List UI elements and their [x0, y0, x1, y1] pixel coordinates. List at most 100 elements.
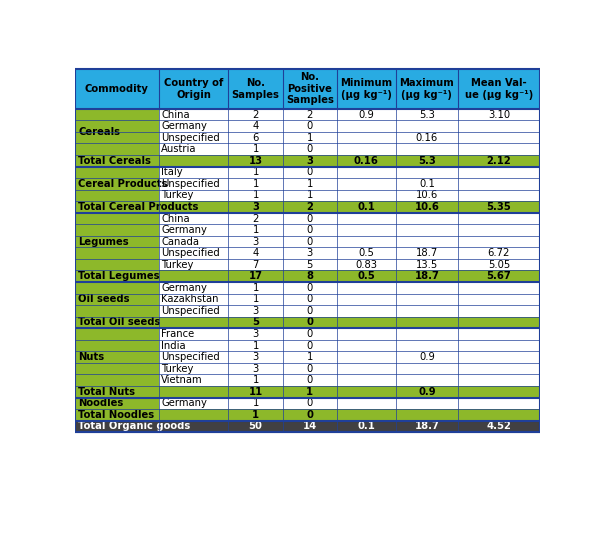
Text: 0.5: 0.5: [358, 248, 374, 258]
Text: 18.7: 18.7: [415, 422, 439, 431]
Text: 3.10: 3.10: [488, 110, 510, 119]
Bar: [158, 166, 540, 178]
Text: 1: 1: [307, 179, 313, 189]
Text: 14: 14: [303, 422, 317, 431]
Text: Total Organic goods: Total Organic goods: [78, 422, 190, 431]
Text: China: China: [161, 110, 190, 119]
Text: 3: 3: [253, 329, 259, 339]
Bar: [158, 351, 540, 363]
Bar: [75, 317, 540, 328]
Text: 8: 8: [307, 271, 313, 281]
Text: Minimum
(μg kg⁻¹): Minimum (μg kg⁻¹): [340, 78, 392, 100]
Text: 5.35: 5.35: [487, 202, 511, 212]
Bar: [75, 213, 158, 270]
Text: 2: 2: [253, 213, 259, 223]
Text: 11: 11: [248, 387, 263, 396]
Text: 3: 3: [307, 248, 313, 258]
Bar: [158, 305, 540, 317]
Bar: [75, 109, 158, 155]
Text: Unspecified: Unspecified: [161, 248, 220, 258]
Text: Total Legumes: Total Legumes: [78, 271, 160, 281]
Text: Nuts: Nuts: [78, 352, 104, 362]
Bar: [158, 225, 540, 236]
Text: Legumes: Legumes: [78, 237, 129, 246]
Bar: [158, 143, 540, 155]
Text: Unspecified: Unspecified: [161, 133, 220, 143]
Bar: [75, 398, 158, 409]
Text: 1: 1: [253, 340, 259, 351]
Text: Turkey: Turkey: [161, 260, 193, 270]
Text: 3: 3: [253, 306, 259, 316]
Bar: [158, 132, 540, 143]
Text: 0: 0: [307, 121, 313, 131]
Bar: [158, 213, 540, 224]
Text: 50: 50: [248, 422, 263, 431]
Text: 0: 0: [307, 237, 313, 246]
Text: 5: 5: [252, 318, 259, 328]
Bar: [158, 328, 540, 340]
Text: 3: 3: [253, 363, 259, 374]
Bar: [158, 363, 540, 375]
Text: 0: 0: [307, 295, 313, 304]
Text: 5.3: 5.3: [419, 110, 435, 119]
Text: 10.6: 10.6: [415, 202, 439, 212]
Text: Austria: Austria: [161, 144, 197, 154]
Bar: [158, 398, 540, 409]
Text: 1: 1: [307, 190, 313, 200]
Bar: [158, 375, 540, 386]
Text: 6.72: 6.72: [488, 248, 510, 258]
Text: 0.83: 0.83: [355, 260, 377, 270]
Bar: [75, 282, 158, 317]
Bar: [158, 282, 540, 293]
Text: 0: 0: [307, 398, 313, 408]
Text: 1: 1: [253, 190, 259, 200]
Bar: [158, 259, 540, 270]
Text: Maximum
(μg kg⁻¹): Maximum (μg kg⁻¹): [400, 78, 454, 100]
Text: 0.16: 0.16: [354, 156, 379, 166]
Text: 0: 0: [307, 167, 313, 178]
Text: 0.1: 0.1: [358, 202, 376, 212]
Text: China: China: [161, 213, 190, 223]
Text: Turkey: Turkey: [161, 363, 193, 374]
Text: 5.05: 5.05: [488, 260, 510, 270]
Text: No.
Positive
Samples: No. Positive Samples: [286, 72, 334, 105]
Text: Total Cereal Products: Total Cereal Products: [78, 202, 199, 212]
Text: 0.9: 0.9: [418, 387, 436, 396]
Bar: [158, 248, 540, 259]
Bar: [75, 69, 540, 432]
Text: 0.9: 0.9: [419, 352, 435, 362]
Text: 3: 3: [307, 156, 313, 166]
Text: 5: 5: [307, 260, 313, 270]
Text: Cereals: Cereals: [78, 127, 120, 137]
Text: 7: 7: [253, 260, 259, 270]
Text: 0: 0: [307, 283, 313, 293]
Text: 1: 1: [307, 133, 313, 143]
Text: 1: 1: [307, 352, 313, 362]
Bar: [75, 386, 540, 398]
Bar: [75, 409, 540, 421]
Text: 1: 1: [253, 144, 259, 154]
Text: Cereal Products: Cereal Products: [78, 179, 167, 189]
Text: 4: 4: [253, 248, 259, 258]
Text: 3: 3: [252, 202, 259, 212]
Bar: [75, 270, 540, 282]
Text: Commodity: Commodity: [85, 84, 149, 94]
Bar: [158, 236, 540, 248]
Text: Italy: Italy: [161, 167, 182, 178]
Bar: [158, 178, 540, 190]
Text: 0: 0: [307, 375, 313, 385]
Text: India: India: [161, 340, 185, 351]
Text: 18.7: 18.7: [415, 271, 439, 281]
Text: 0.1: 0.1: [358, 422, 376, 431]
Text: France: France: [161, 329, 194, 339]
Bar: [75, 69, 540, 109]
Text: Total Cereals: Total Cereals: [78, 156, 151, 166]
Text: Turkey: Turkey: [161, 190, 193, 200]
Text: 0.9: 0.9: [358, 110, 374, 119]
Text: 18.7: 18.7: [416, 248, 438, 258]
Text: 0: 0: [307, 306, 313, 316]
Text: Canada: Canada: [161, 237, 199, 246]
Text: 4.52: 4.52: [487, 422, 511, 431]
Text: 1: 1: [253, 295, 259, 304]
Text: Noodles: Noodles: [78, 398, 124, 408]
